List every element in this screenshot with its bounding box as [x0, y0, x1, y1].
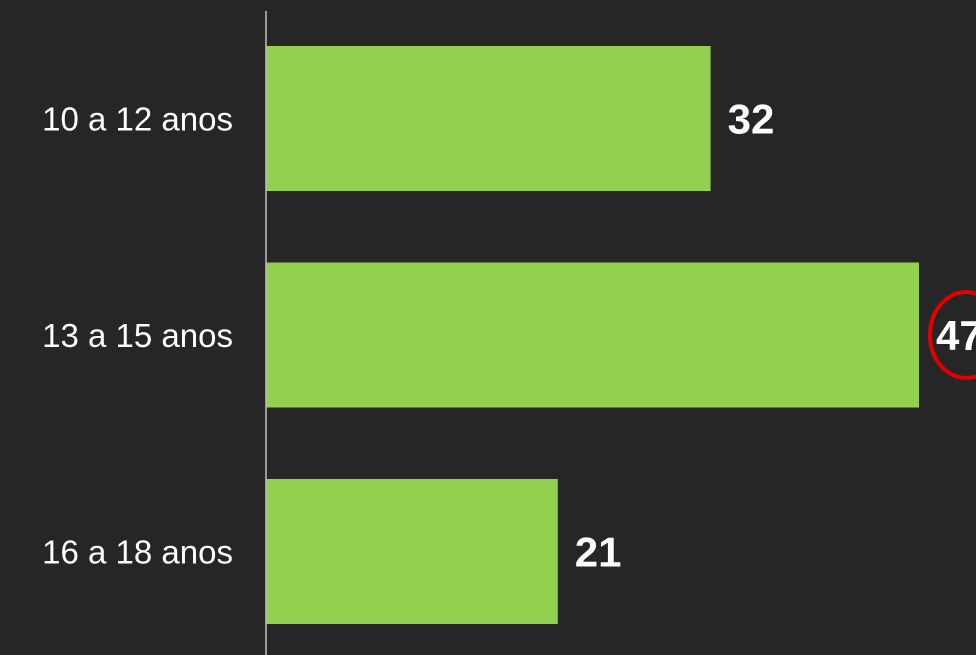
value-label-1: 32	[728, 96, 775, 143]
bars-layer	[266, 46, 919, 624]
value-label-2: 47	[936, 312, 976, 359]
bar-3	[266, 479, 558, 624]
annotation-layer	[928, 290, 976, 380]
labels-layer: 10 a 12 anos 32 13 a 15 anos 47 16 a 18 anos…	[42, 96, 976, 576]
category-label-2: 13 a 15 anos	[42, 317, 233, 354]
bar-1	[266, 46, 711, 191]
category-label-3: 16 a 18 anos	[42, 534, 233, 571]
value-label-3: 21	[575, 529, 622, 576]
highlight-circle	[928, 290, 976, 380]
bar-2	[266, 262, 919, 408]
category-label-1: 10 a 12 anos	[42, 101, 233, 138]
